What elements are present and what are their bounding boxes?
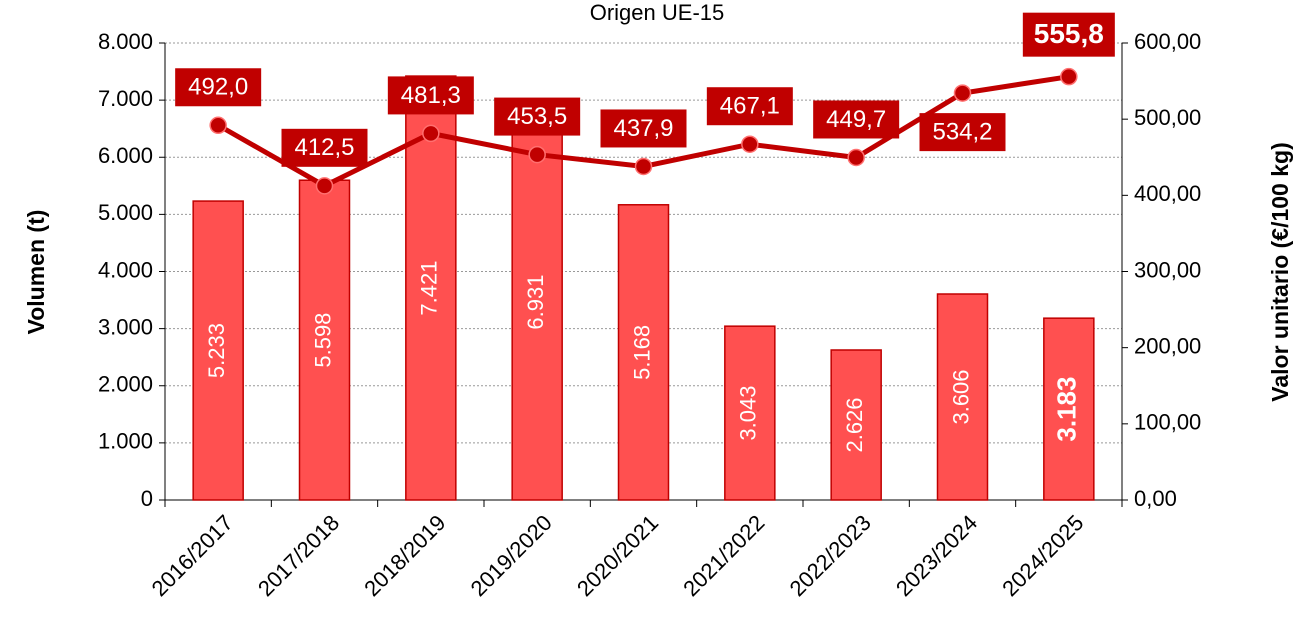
bar-value-label: 3.043 [736,386,761,441]
chart-title: Origen UE-15 [590,0,725,25]
y2-tick-label: 500,00 [1134,105,1201,130]
x-tick-label: 2019/2020 [466,510,557,601]
x-tick-label: 2022/2023 [785,510,876,601]
y-tick-label: 7.000 [98,86,153,111]
line-value-label: 449,7 [826,106,886,133]
line-marker [741,135,759,153]
line-marker [634,157,653,176]
line-value-label: 412,5 [294,134,354,161]
line-marker [953,84,972,102]
line-value-box [1022,12,1115,57]
line-marker [209,116,227,135]
y2-tick-label: 300,00 [1134,257,1201,282]
y-tick-label: 6.000 [98,143,153,168]
bar-value-label: 3.606 [948,369,973,424]
y2-tick-label: 100,00 [1134,410,1201,435]
x-tick-label: 2023/2024 [891,510,982,601]
y-tick-label: 8.000 [98,29,153,54]
x-tick-label: 2016/2017 [147,510,238,601]
line-value-label: 437,9 [613,115,673,142]
x-tick-label: 2024/2025 [997,510,1088,601]
line-value-box [919,113,1006,152]
y2-tick-label: 0,00 [1134,486,1177,511]
bar-value-label: 5.168 [629,325,654,380]
line-value-label: 467,1 [720,93,780,120]
line-marker [528,145,546,164]
line-value-box [706,87,793,126]
y2-tick-label: 200,00 [1134,333,1201,358]
line-value-label: 481,3 [401,82,461,109]
line-value-box [600,109,687,148]
line-marker [847,148,865,167]
bar-value-label: 5.233 [204,323,229,378]
line-marker [1060,67,1078,86]
line-marker [315,177,334,195]
y-tick-label: 4.000 [98,257,153,282]
y-tick-label: 0 [141,486,153,511]
line-value-box [494,97,581,136]
line-value-box [281,128,368,167]
bar [936,293,989,501]
bar-value-label: 3.183 [1052,377,1082,442]
y-tick-label: 5.000 [98,200,153,225]
bar [617,204,670,501]
line-value-label: 534,2 [932,118,992,145]
bar [192,200,244,501]
bar [405,75,457,501]
line-value-box [175,68,262,107]
y-axis-label: Volumen (t) [23,210,49,335]
line-value-box [813,100,900,139]
bar [724,325,776,501]
bar-value-label: 6.931 [523,275,548,330]
x-tick-label: 2021/2022 [678,510,769,601]
bar-value-label: 2.626 [842,397,867,452]
bar [511,103,563,501]
x-tick-label: 2020/2021 [572,510,663,601]
x-tick-label: 2017/2018 [253,510,344,601]
y-tick-label: 1.000 [98,429,153,454]
bar-value-label: 7.421 [417,261,442,316]
bar [1043,317,1095,501]
y-tick-label: 2.000 [98,372,153,397]
bar [298,179,351,501]
line-value-box [387,76,474,115]
y-tick-label: 3.000 [98,314,153,339]
line-value-label: 492,0 [188,74,248,101]
bar-value-label: 5.598 [310,313,335,368]
line-value-label: 453,5 [507,103,567,130]
bar [830,349,882,501]
line-marker [422,124,440,143]
x-tick-label: 2018/2019 [359,510,450,601]
y2-axis-label: Valor unitario (€/100 kg) [1267,142,1293,401]
line-value-label: 555,8 [1034,18,1104,49]
y2-tick-label: 600,00 [1134,29,1201,54]
y2-tick-label: 400,00 [1134,181,1201,206]
